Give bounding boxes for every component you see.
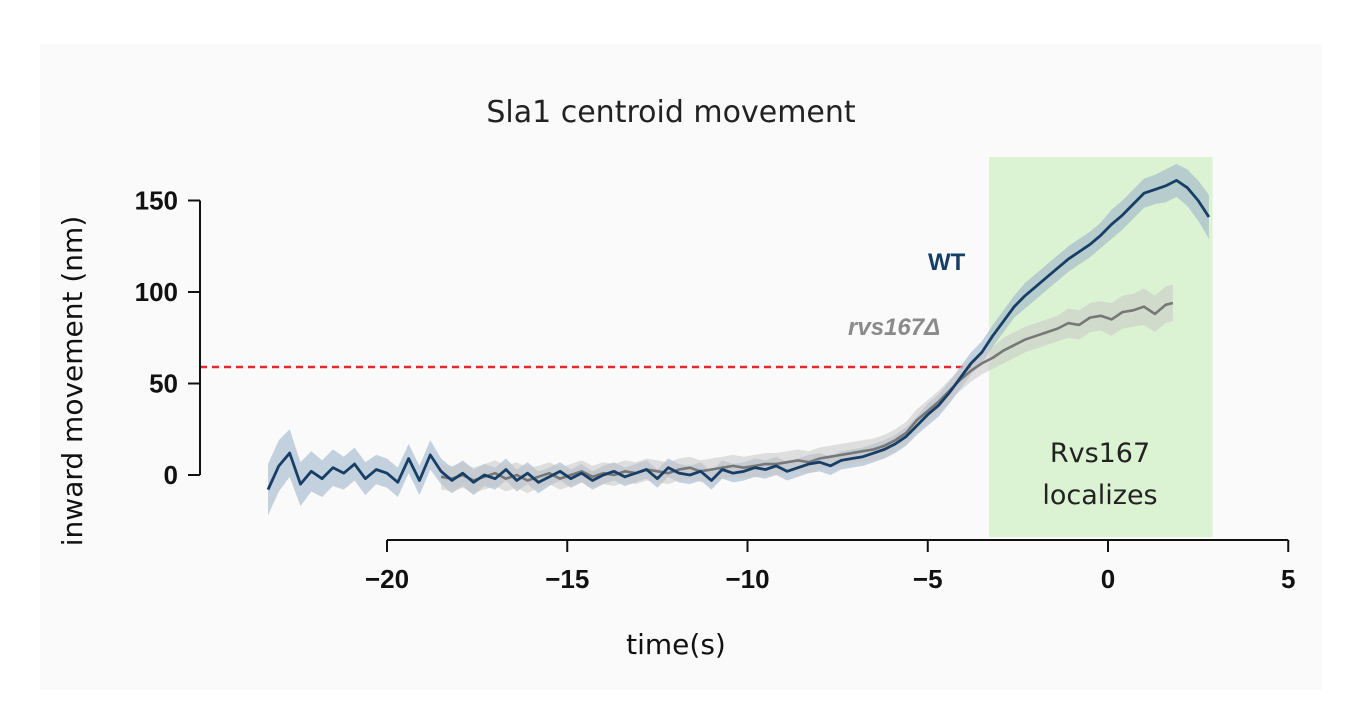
legend-entry-rvs167: rvs167Δ	[848, 314, 940, 341]
series-lines	[266, 178, 1211, 491]
series-band-0	[268, 163, 1209, 516]
y-tick-label: 0	[164, 460, 178, 490]
y-tick-label: 100	[135, 277, 178, 307]
y-axis-label: inward movement (nm)	[56, 216, 89, 546]
x-axis-label: time(s)	[626, 628, 726, 661]
chart-title: Sla1 centroid movement	[486, 95, 856, 130]
x-tick-label: 5	[1281, 564, 1295, 594]
confidence-bands	[268, 163, 1209, 516]
series-line-1	[440, 301, 1174, 482]
region-label-line2: localizes	[1042, 480, 1157, 511]
series-line-0	[266, 178, 1211, 491]
line-chart: 0 50 100 150 −20 −15 −10 −5 0 5 Sla1 centroid mov…	[56, 95, 1296, 661]
x-tick-label: 0	[1101, 564, 1115, 594]
region-label-line1: Rvs167	[1050, 438, 1150, 469]
x-tick-label: −20	[365, 564, 409, 594]
x-tick-label: −15	[545, 564, 589, 594]
legend-entry-wt: WT	[928, 249, 966, 276]
y-tick-label: 50	[149, 369, 178, 399]
series-band-1	[441, 284, 1173, 494]
axes: 0 50 100 150 −20 −15 −10 −5 0 5	[135, 186, 1296, 595]
x-tick-label: −5	[913, 564, 943, 594]
y-tick-label: 150	[135, 186, 178, 216]
figure-panel: 0 50 100 150 −20 −15 −10 −5 0 5 Sla1 centroid mov…	[40, 44, 1322, 690]
x-tick-label: −10	[725, 564, 769, 594]
